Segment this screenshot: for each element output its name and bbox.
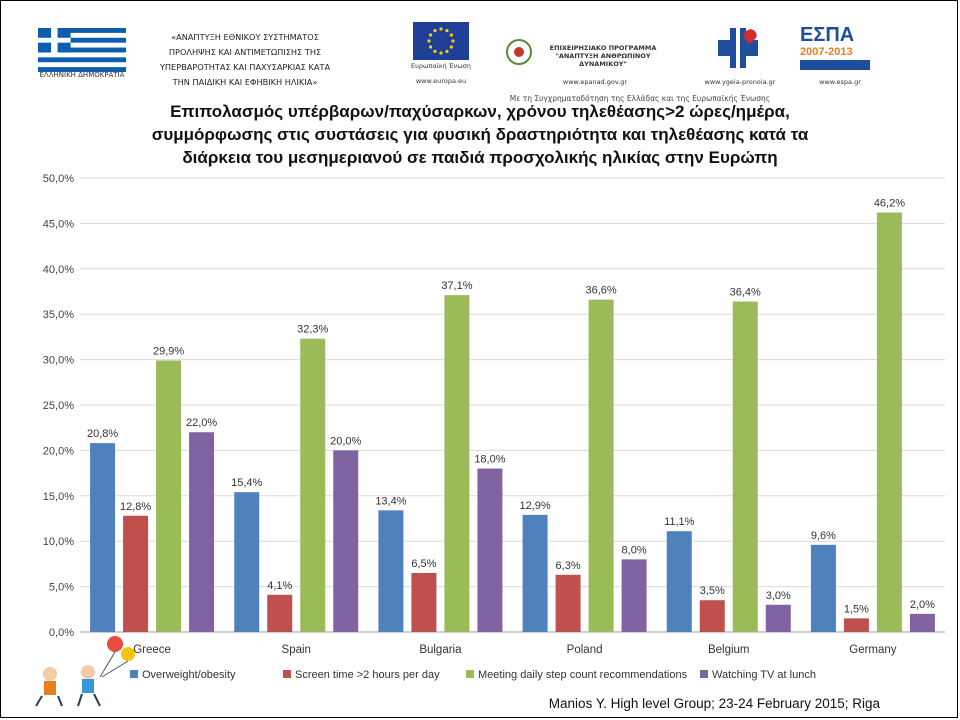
data-label: 18,0% bbox=[474, 454, 505, 466]
legend-label: Overweight/obesity bbox=[142, 669, 236, 681]
data-label: 9,6% bbox=[811, 530, 836, 542]
data-label: 3,0% bbox=[766, 590, 791, 602]
espa-url: www.espa.gr bbox=[819, 78, 861, 86]
bar bbox=[522, 514, 548, 632]
x-tick-label: Poland bbox=[567, 644, 603, 656]
eu-caption: Ευρωπαϊκή Ένωση bbox=[410, 62, 471, 70]
bar bbox=[666, 531, 692, 632]
data-label: 13,4% bbox=[375, 495, 406, 507]
bar bbox=[477, 468, 503, 632]
operational-programme-logo bbox=[505, 24, 670, 72]
x-tick-label: Bulgaria bbox=[419, 644, 462, 656]
legend-swatch bbox=[130, 670, 138, 678]
x-tick-label: Spain bbox=[282, 644, 311, 656]
data-label: 22,0% bbox=[186, 417, 217, 429]
bar bbox=[843, 618, 869, 632]
y-tick-label: 15,0% bbox=[43, 491, 74, 503]
data-label: 36,4% bbox=[730, 286, 761, 298]
legend-label: Screen time >2 hours per day bbox=[295, 669, 440, 681]
legend-swatch bbox=[700, 670, 708, 678]
project-title: «ΑΝΑΠΤΥΞΗ ΕΘΝΙΚΟΥ ΣΥΣΤΗΜΑΤΟΣ ΠΡΟΛΗΨΗΣ ΚΑ… bbox=[159, 32, 331, 87]
y-tick-label: 35,0% bbox=[43, 309, 74, 321]
data-label: 8,0% bbox=[622, 544, 647, 556]
data-label: 20,0% bbox=[330, 435, 361, 447]
x-tick-label: Germany bbox=[849, 644, 897, 656]
data-label: 3,5% bbox=[700, 585, 725, 597]
y-tick-label: 25,0% bbox=[43, 400, 74, 412]
y-tick-label: 40,0% bbox=[43, 264, 74, 276]
bar bbox=[444, 295, 470, 632]
data-label: 46,2% bbox=[874, 198, 905, 210]
espa-logo: ΕΣΠΑ 2007-2013 bbox=[800, 24, 878, 70]
kids-balloons-illustration bbox=[35, 636, 135, 707]
bar bbox=[555, 574, 581, 632]
data-label: 12,8% bbox=[120, 501, 151, 513]
data-label: 29,9% bbox=[153, 346, 184, 358]
legend-swatch bbox=[283, 670, 291, 678]
op-url: www.epanad.gov.gr bbox=[562, 78, 628, 86]
legend-label: Meeting daily step count recommendations bbox=[478, 669, 688, 681]
x-tick-label: Greece bbox=[133, 644, 171, 656]
greek-flag-icon bbox=[38, 28, 126, 72]
bar bbox=[732, 301, 758, 632]
data-label: 32,3% bbox=[297, 324, 328, 336]
bar bbox=[909, 613, 935, 632]
eu-url: www.europa.eu bbox=[415, 77, 467, 85]
data-label: 6,3% bbox=[556, 560, 581, 572]
slide-title: Επιπολασμός υπέρβαρων/παχύσαρκων, χρόνου… bbox=[40, 100, 920, 169]
bar bbox=[300, 338, 326, 632]
citation-footer: Manios Y. High level Group; 23-24 Februa… bbox=[548, 696, 880, 711]
data-label: 15,4% bbox=[231, 477, 262, 489]
ministry-of-health-logo bbox=[718, 28, 758, 68]
title-line-1: Επιπολασμός υπέρβαρων/παχύσαρκων, χρόνου… bbox=[170, 102, 790, 121]
data-label: 1,5% bbox=[844, 603, 869, 615]
bar bbox=[156, 360, 182, 632]
y-tick-label: 50,0% bbox=[43, 173, 74, 185]
x-tick-label: Belgium bbox=[708, 644, 750, 656]
bar bbox=[411, 572, 437, 632]
bar bbox=[123, 515, 149, 632]
data-label: 2,0% bbox=[910, 599, 935, 611]
data-label: 4,1% bbox=[267, 580, 292, 592]
bar bbox=[378, 510, 404, 632]
op-title: ΕΠΙΧΕΙΡΗΣΙΑΚΟ ΠΡΟΓΡΑΜΜΑ "ΑΝΑΠΤΥΞΗ ΑΝΘΡΩΠ… bbox=[549, 44, 657, 68]
eu-flag-icon bbox=[413, 22, 469, 60]
title-line-3: διάρκεια του μεσημεριανού σε παιδιά προσ… bbox=[182, 148, 778, 167]
data-label: 36,6% bbox=[585, 285, 616, 297]
title-line-2: συμμόρφωσης στις συστάσεις για φυσική δρ… bbox=[151, 125, 809, 144]
y-tick-label: 0,0% bbox=[49, 627, 74, 639]
y-tick-label: 20,0% bbox=[43, 445, 74, 457]
legend-label: Watching TV at lunch bbox=[712, 669, 816, 681]
y-tick-label: 30,0% bbox=[43, 355, 74, 367]
bar bbox=[765, 604, 791, 632]
bar bbox=[621, 559, 647, 632]
header-logos: ΕΛΛΗΝΙΚΗ ΔΗΜΟΚΡΑΤΙΑ «ΑΝΑΠΤΥΞΗ ΕΘΝΙΚΟΥ ΣΥ… bbox=[0, 0, 960, 103]
data-label: 6,5% bbox=[411, 558, 436, 570]
y-tick-label: 10,0% bbox=[43, 536, 74, 548]
cofund-note: Με τη Συγχρηματοδότηση της Ελλάδας και τ… bbox=[509, 94, 771, 103]
data-label: 11,1% bbox=[664, 516, 695, 528]
y-tick-label: 45,0% bbox=[43, 218, 74, 230]
data-label: 20,8% bbox=[87, 428, 118, 440]
bar bbox=[189, 432, 215, 632]
bar bbox=[876, 212, 902, 632]
bar bbox=[588, 299, 614, 632]
data-label: 12,9% bbox=[519, 500, 550, 512]
bar bbox=[699, 600, 725, 632]
ministry-url: www.ygeia-pronoia.gr bbox=[704, 78, 776, 86]
bar bbox=[810, 544, 836, 632]
bar bbox=[267, 594, 293, 632]
bar bbox=[90, 443, 116, 632]
flag-caption: ΕΛΛΗΝΙΚΗ ΔΗΜΟΚΡΑΤΙΑ bbox=[39, 71, 125, 79]
y-tick-label: 5,0% bbox=[49, 582, 74, 594]
bar bbox=[333, 450, 359, 632]
bar bbox=[234, 492, 260, 632]
legend-swatch bbox=[466, 670, 474, 678]
data-label: 37,1% bbox=[441, 280, 472, 292]
